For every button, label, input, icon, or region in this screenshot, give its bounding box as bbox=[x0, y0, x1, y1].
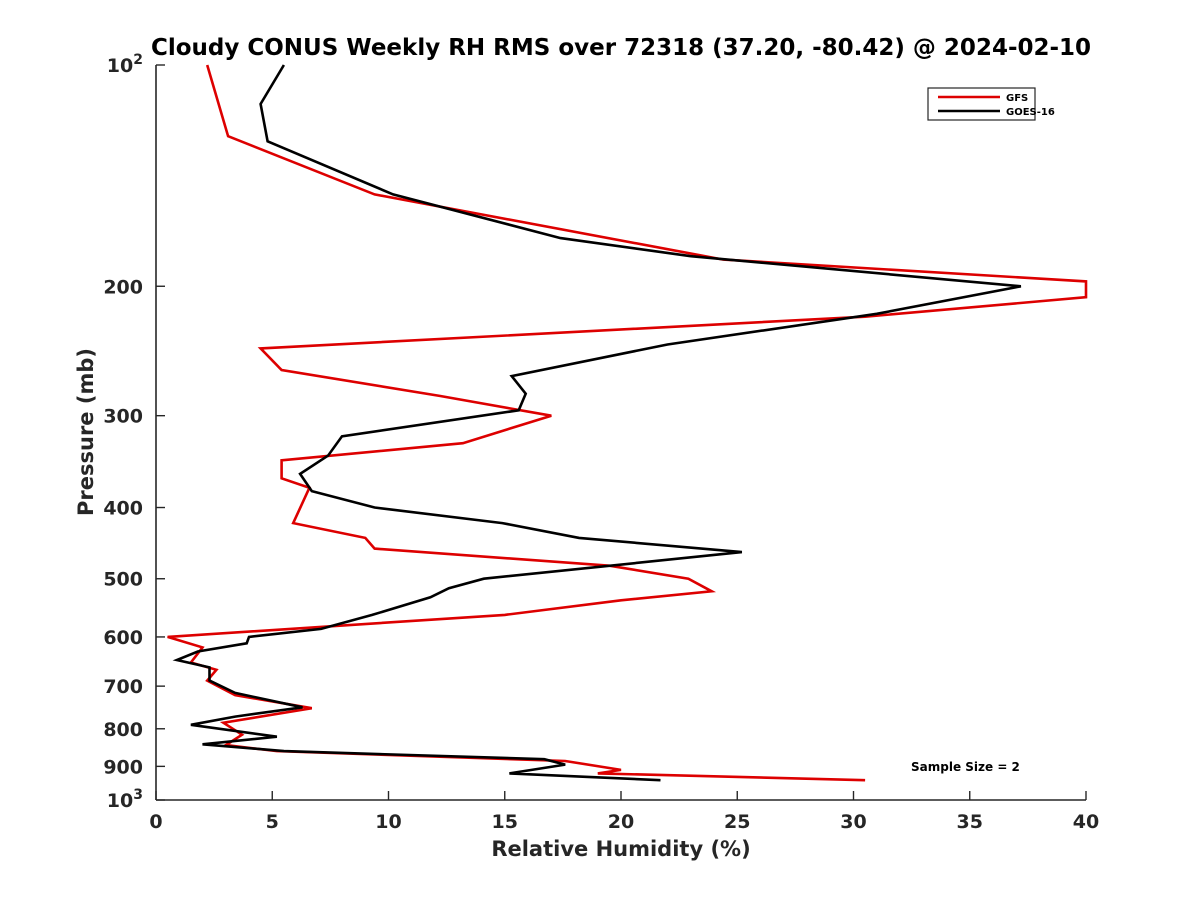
legend: GFS GOES-16 bbox=[927, 87, 1055, 121]
y-axis-label: Pressure (mb) bbox=[74, 348, 98, 516]
series-line-goes-16 bbox=[172, 64, 1022, 782]
y-tick-label: 400 bbox=[103, 498, 143, 520]
series-layer bbox=[167, 64, 1088, 782]
y-tick-label: 102 bbox=[107, 52, 143, 77]
legend-label-goes-16: GOES-16 bbox=[1006, 107, 1055, 118]
y-tick-label: 200 bbox=[103, 276, 143, 298]
y-tick-label: 900 bbox=[103, 756, 143, 778]
x-tick-label: 0 bbox=[149, 811, 162, 833]
x-axis-label: Relative Humidity (%) bbox=[491, 837, 750, 861]
legend-label-gfs: GFS bbox=[1006, 93, 1028, 104]
axes-layer bbox=[155, 65, 1086, 801]
x-tick-label: 40 bbox=[1073, 811, 1099, 833]
x-tick-label: 25 bbox=[724, 811, 750, 833]
legend-box bbox=[927, 87, 1036, 121]
x-tick-label: 15 bbox=[492, 811, 518, 833]
x-tick-label: 10 bbox=[375, 811, 401, 833]
ticks-layer: 0 5 10 15 20 25 30 35 40 102 200 300 400 500 600 700 800… bbox=[103, 52, 1099, 833]
y-tick-label: 700 bbox=[103, 676, 143, 698]
x-tick-label: 35 bbox=[957, 811, 983, 833]
x-tick-label: 5 bbox=[266, 811, 279, 833]
x-tick-label: 30 bbox=[840, 811, 866, 833]
y-tick-label: 800 bbox=[103, 719, 143, 741]
series-line-gfs bbox=[167, 64, 1088, 782]
sample-size-annotation: Sample Size = 2 bbox=[911, 760, 1020, 774]
chart-title: Cloudy CONUS Weekly RH RMS over 72318 (3… bbox=[151, 35, 1091, 61]
y-tick-label: 103 bbox=[107, 787, 143, 812]
y-tick-label: 500 bbox=[103, 569, 143, 591]
y-tick-label: 600 bbox=[103, 627, 143, 649]
y-tick-label: 300 bbox=[103, 406, 143, 428]
x-tick-label: 20 bbox=[608, 811, 634, 833]
